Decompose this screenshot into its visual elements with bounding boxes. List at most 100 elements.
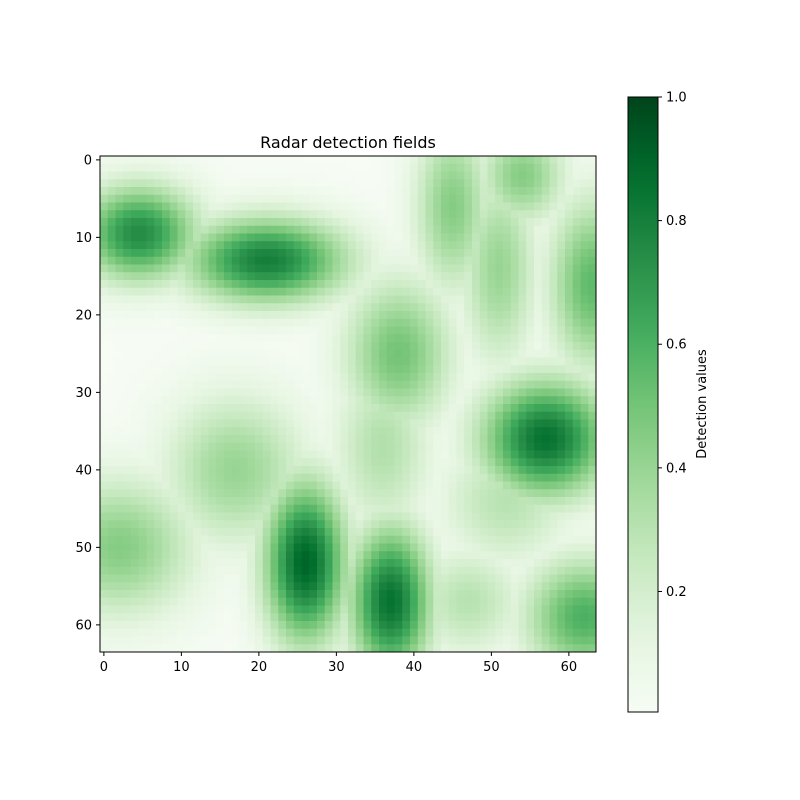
- heatmap-cell: [201, 164, 209, 172]
- heatmap-cell: [387, 497, 395, 505]
- heatmap-cell: [379, 497, 387, 505]
- heatmap-cell: [317, 234, 325, 242]
- heatmap-cell: [271, 629, 279, 637]
- heatmap-cell: [410, 389, 418, 397]
- heatmap-cell: [379, 482, 387, 490]
- heatmap-cell: [232, 435, 240, 443]
- heatmap-cell: [488, 466, 496, 474]
- heatmap-cell: [557, 288, 565, 296]
- heatmap-cell: [356, 451, 364, 459]
- heatmap-cell: [356, 443, 364, 451]
- heatmap-cell: [588, 427, 596, 435]
- heatmap-cell: [340, 404, 348, 412]
- heatmap-cell: [286, 327, 294, 335]
- heatmap-cell: [333, 265, 341, 273]
- heatmap-cell: [503, 427, 511, 435]
- heatmap-cell: [449, 443, 457, 451]
- heatmap-cell: [216, 272, 224, 280]
- heatmap-cell: [193, 311, 201, 319]
- heatmap-cell: [433, 365, 441, 373]
- heatmap-cell: [325, 179, 333, 187]
- heatmap-cell: [534, 497, 542, 505]
- heatmap-cell: [271, 334, 279, 342]
- heatmap-cell: [309, 311, 317, 319]
- heatmap-cell: [302, 551, 310, 559]
- heatmap-cell: [108, 590, 116, 598]
- heatmap-cell: [472, 381, 480, 389]
- heatmap-cell: [271, 358, 279, 366]
- heatmap-cell: [488, 218, 496, 226]
- heatmap-cell: [364, 474, 372, 482]
- heatmap-cell: [232, 241, 240, 249]
- heatmap-cell: [317, 280, 325, 288]
- heatmap-cell: [519, 435, 527, 443]
- heatmap-cell: [519, 590, 527, 598]
- heatmap-cell: [511, 489, 519, 497]
- heatmap-cell: [480, 505, 488, 513]
- heatmap-cell: [340, 288, 348, 296]
- heatmap-cell: [395, 458, 403, 466]
- heatmap-cell: [139, 265, 147, 273]
- heatmap-cell: [371, 195, 379, 203]
- heatmap-cell: [557, 389, 565, 397]
- heatmap-cell: [519, 567, 527, 575]
- heatmap-cell: [240, 156, 248, 164]
- heatmap-cell: [131, 420, 139, 428]
- heatmap-cell: [457, 327, 465, 335]
- heatmap-cell: [255, 342, 263, 350]
- heatmap-cell: [309, 466, 317, 474]
- heatmap-cell: [356, 412, 364, 420]
- heatmap-cell: [426, 497, 434, 505]
- heatmap-cell: [286, 257, 294, 265]
- heatmap-cell: [147, 427, 155, 435]
- heatmap-cell: [309, 234, 317, 242]
- heatmap-cell: [271, 327, 279, 335]
- heatmap-cell: [379, 451, 387, 459]
- heatmap-cell: [224, 226, 232, 234]
- heatmap-cell: [387, 567, 395, 575]
- heatmap-cell: [433, 396, 441, 404]
- heatmap-cell: [526, 513, 534, 521]
- heatmap-cell: [573, 412, 581, 420]
- heatmap-cell: [123, 218, 131, 226]
- heatmap-cell: [116, 482, 124, 490]
- heatmap-cell: [232, 443, 240, 451]
- heatmap-cell: [410, 427, 418, 435]
- heatmap-cell: [123, 443, 131, 451]
- heatmap-cell: [364, 226, 372, 234]
- heatmap-cell: [333, 412, 341, 420]
- heatmap-cell: [387, 241, 395, 249]
- heatmap-cell: [550, 520, 558, 528]
- heatmap-cell: [418, 621, 426, 629]
- heatmap-cell: [224, 203, 232, 211]
- heatmap-cell: [402, 187, 410, 195]
- heatmap-cell: [131, 234, 139, 242]
- heatmap-cell: [433, 590, 441, 598]
- heatmap-cell: [185, 505, 193, 513]
- heatmap-cell: [271, 637, 279, 645]
- heatmap-cell: [426, 451, 434, 459]
- heatmap-cell: [224, 164, 232, 172]
- heatmap-cell: [193, 613, 201, 621]
- heatmap-cell: [581, 365, 589, 373]
- heatmap-cell: [495, 559, 503, 567]
- heatmap-cell: [286, 590, 294, 598]
- heatmap-cell: [418, 644, 426, 652]
- heatmap-cell: [550, 559, 558, 567]
- heatmap-cell: [170, 396, 178, 404]
- heatmap-cell: [294, 210, 302, 218]
- heatmap-cell: [224, 296, 232, 304]
- heatmap-cell: [526, 210, 534, 218]
- heatmap-cell: [395, 582, 403, 590]
- heatmap-cell: [263, 241, 271, 249]
- heatmap-cell: [495, 350, 503, 358]
- heatmap-cell: [178, 288, 186, 296]
- heatmap-cell: [116, 505, 124, 513]
- heatmap-cell: [302, 257, 310, 265]
- heatmap-cell: [542, 582, 550, 590]
- heatmap-cell: [511, 606, 519, 614]
- heatmap-cell: [178, 365, 186, 373]
- heatmap-cell: [240, 381, 248, 389]
- heatmap-cell: [573, 435, 581, 443]
- heatmap-cell: [573, 187, 581, 195]
